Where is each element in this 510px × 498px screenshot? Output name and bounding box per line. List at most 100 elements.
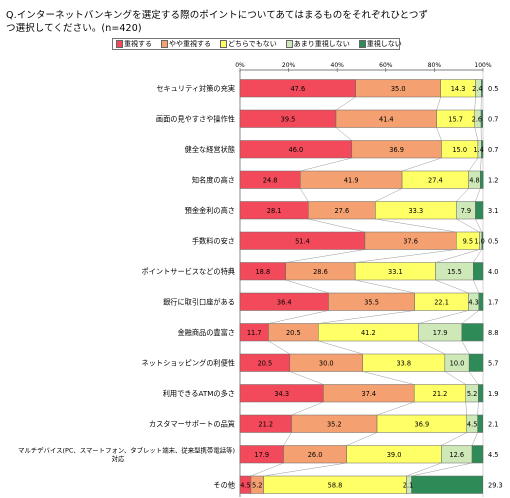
series-connector-line	[456, 218, 480, 233]
bar-segment	[473, 262, 484, 281]
bar-segment	[471, 445, 484, 464]
series-connector-line	[444, 371, 466, 385]
legend-label: やや重視する	[169, 40, 211, 48]
data-label: 5.2	[252, 481, 263, 489]
data-label: 0.5	[488, 237, 499, 245]
legend-swatch	[116, 40, 123, 48]
series-connector-line	[435, 279, 469, 294]
category-label: 知名度の高さ	[192, 175, 235, 184]
legend-swatch	[358, 40, 366, 48]
series-connector-line	[376, 401, 415, 416]
category-label: 預金金利の高さ	[185, 206, 235, 215]
category-label: 対応	[112, 454, 125, 463]
data-label: 36.9	[415, 420, 430, 428]
category-label: 利用できるATMの多さ	[163, 389, 235, 398]
data-label: 3.1	[488, 207, 499, 215]
legend-item: どちらでもない	[220, 39, 277, 49]
data-label: 58.8	[328, 481, 343, 489]
data-label: 46.0	[289, 146, 304, 154]
data-label: 26.0	[308, 451, 323, 459]
data-label: 47.6	[290, 85, 305, 93]
data-label: 39.0	[387, 451, 402, 459]
data-label: 15.5	[447, 268, 462, 276]
series-connector-line	[335, 127, 352, 141]
bar-segment	[477, 414, 484, 433]
data-label: 12.6	[449, 451, 464, 459]
data-label: 0.7	[488, 115, 499, 123]
data-label: 2.6	[472, 115, 483, 123]
data-label: 10.0	[450, 359, 465, 367]
series-connector-line	[465, 401, 467, 416]
legend-label: どちらでもない	[228, 40, 277, 48]
series-connector-line	[318, 340, 363, 355]
data-label: 28.6	[313, 268, 328, 276]
bar-segment	[475, 201, 484, 220]
series-connector-line	[375, 218, 457, 233]
series-connector-line	[250, 462, 284, 477]
data-label: 35.5	[364, 298, 379, 306]
data-label: 33.3	[408, 207, 423, 215]
x-tick-label: 100%	[474, 62, 491, 69]
series-connector-line	[475, 188, 481, 202]
category-label: セキュリティ対策の充実	[156, 84, 235, 93]
data-label: 11.7	[247, 329, 262, 337]
series-connector-line	[318, 310, 415, 324]
series-connector-line	[411, 462, 473, 477]
data-label: 4.5	[488, 451, 499, 459]
series-connector-line	[402, 157, 442, 172]
x-tick-label: 20%	[282, 62, 296, 69]
data-label: 1.0	[474, 237, 485, 245]
data-label: 41.9	[344, 176, 359, 184]
series-connector-line	[355, 279, 415, 294]
data-label: 21.2	[433, 390, 448, 398]
category-label: その他	[213, 480, 235, 489]
data-label: 1.4	[473, 146, 484, 154]
data-label: 36.4	[277, 298, 292, 306]
series-connector-line	[435, 249, 480, 263]
data-label: 20.5	[286, 329, 301, 337]
data-label: 37.6	[403, 237, 418, 245]
chart-legend: 重視する やや重視する どちらでもない あまり重視しない 重視しない	[112, 38, 402, 50]
series-connector-line	[375, 188, 403, 202]
series-connector-line	[474, 127, 479, 141]
bar-segment	[480, 109, 484, 128]
data-label: 36.9	[389, 146, 404, 154]
series-connector-line	[475, 218, 483, 233]
series-connector-line	[300, 157, 352, 172]
category-label: 健全な経営状態	[185, 145, 235, 154]
data-label: 2.1	[403, 481, 414, 489]
data-label: 1.7	[488, 298, 499, 306]
series-connector-line	[291, 401, 324, 416]
x-tick-label: 60%	[379, 62, 393, 69]
legend-item: 重視する	[116, 39, 152, 49]
series-connector-line	[268, 310, 329, 324]
data-label: 4.5	[240, 481, 251, 489]
legend-swatch	[161, 40, 168, 48]
legend-label: 重視する	[124, 40, 152, 48]
series-connector-line	[300, 188, 309, 202]
data-label: 27.4	[428, 176, 443, 184]
data-label: 15.7	[448, 115, 463, 123]
series-connector-line	[456, 188, 469, 202]
series-connector-line	[335, 96, 356, 111]
series-connector-line	[468, 157, 479, 172]
category-label: 画面の見やすさや操作性	[156, 114, 235, 123]
category-label: 銀行に取引口座がある	[163, 297, 235, 306]
data-label: 1.9	[488, 390, 499, 398]
bar-segment	[478, 384, 484, 403]
legend-item: 重視しない	[358, 39, 402, 49]
data-label: 5.7	[488, 359, 499, 367]
data-label: 28.1	[267, 207, 282, 215]
data-label: 1.2	[488, 176, 499, 184]
data-label: 4.8	[469, 176, 480, 184]
series-connector-line	[461, 310, 480, 324]
data-label: 7.9	[461, 207, 472, 215]
data-label: 37.4	[361, 390, 376, 398]
series-connector-line	[418, 310, 469, 324]
data-label: 33.8	[396, 359, 411, 367]
series-connector-line	[346, 432, 378, 446]
legend-label: 重視しない	[366, 40, 402, 48]
series-connector-line	[285, 249, 365, 263]
data-label: 0.5	[488, 85, 499, 93]
x-tick-label: 80%	[428, 62, 442, 69]
